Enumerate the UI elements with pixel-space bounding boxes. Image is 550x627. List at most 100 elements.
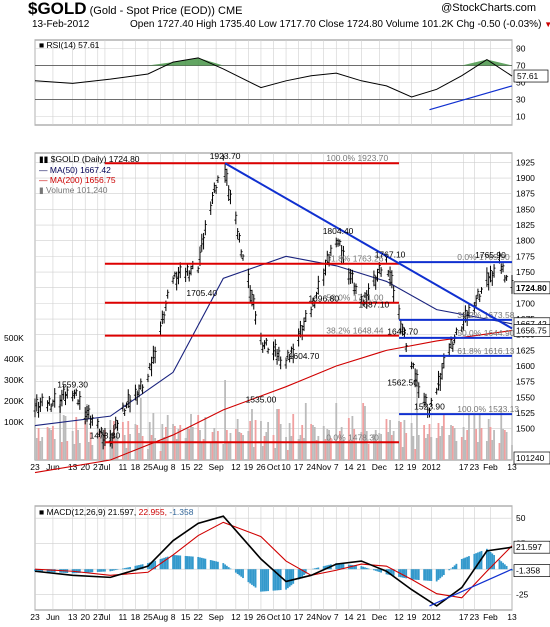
volume-bar [227,443,230,460]
volume-bar [197,415,200,460]
volume-bar [84,421,87,460]
volume-bar [428,424,431,460]
x-tick-label: 13 [507,462,517,472]
macd-histogram-bar [414,569,417,580]
macd-histogram-bar [234,569,237,573]
macd-histogram-bar [240,569,243,577]
macd-histogram-bar [279,569,282,591]
macd-histogram-bar [127,567,130,570]
volume-bar [410,423,413,460]
macd-histogram-bar [491,553,494,570]
macd-histogram-bar [505,565,508,570]
volume-bar [448,435,451,460]
volume-bar [64,416,67,460]
macd-histogram-bar [204,558,207,570]
volume-bar [252,447,255,460]
volume-bar [362,403,365,460]
rsi-tick: 30 [516,95,526,105]
macd-histogram-bar [437,569,440,580]
macd-histogram-bar [190,556,192,570]
x-tick-label: 23 [30,612,40,622]
x-tick-label: 15 [181,612,191,622]
macd-histogram-bar [102,569,105,572]
x-tick-label: 2012 [422,612,441,622]
volume-bar [478,415,481,460]
price-tick: 1850 [516,204,535,214]
x-tick-label: 14 [344,462,354,472]
x-tick-label: 23 [30,462,40,472]
macd-histogram-bar [184,555,187,570]
volume-bar [272,435,275,460]
fib-left-label: 50.0% 1701.00 [326,293,383,303]
macd-histogram-bar [77,569,79,574]
volume-bar [87,442,90,460]
volume-bar [329,438,332,460]
volume-bar [242,435,244,460]
volume-bar [485,441,488,460]
price-tick: 1575 [516,377,535,387]
macd-histogram-bar [172,554,174,570]
title: $GOLD (Gold - Spot Price (EOD)) CME [28,0,242,19]
macd-legend-hist: -1.358 [169,507,193,517]
x-tick-label: 10 [281,612,291,622]
price-annotation: 1923.70 [210,151,241,161]
x-tick-label: Jun [46,462,60,472]
volume-bar [123,435,126,460]
volume-bar [260,421,262,460]
volume-bar [35,438,38,460]
volume-bar [129,434,131,460]
volume-bar [292,414,295,460]
volume-bar [225,430,228,460]
macd-histogram-bar [217,561,219,570]
macd-histogram-bar [464,557,467,570]
volume-bar [265,432,268,460]
macd-histogram-bar [317,567,320,570]
macd-histogram-bar [390,569,393,576]
price-annotation: 1765.90 [475,250,506,260]
x-tick-label: 13 [507,612,517,622]
macd-histogram-bar [340,563,343,570]
macd-histogram-bar [502,562,504,570]
fib-right-label: 0.0% 1765.90 [457,252,510,262]
volume-bar [412,436,415,460]
macd-line [34,515,513,607]
x-tick-label: 18 [131,612,141,622]
volume-bar [238,432,241,460]
volume-bar [89,432,92,460]
price-tick: 1925 [516,157,535,167]
volume-right-label: 101240 [516,453,545,463]
price-right-label: 1724.80 [516,283,547,293]
price-tick: 1875 [516,189,535,199]
fib-right-label: 38.2% 1673.58 [457,310,514,320]
fib-left-label: 0.0% 1478.30 [326,432,379,442]
volume-bar [417,435,420,460]
macd-histogram-bar [442,569,445,576]
volume-bar [249,421,252,460]
macd-histogram-bar [274,569,277,591]
macd-histogram-bar [303,569,305,576]
macd-histogram-bar [335,563,338,570]
macd-histogram-bar [263,569,266,592]
volume-bar [390,435,393,460]
fib-left-label: 100.0% 1923.70 [326,153,388,163]
x-tick-label: 20 [80,612,90,622]
macd-last-box [513,540,550,554]
macd-histogram-bar [288,569,291,587]
macd-histogram-bar [254,569,257,588]
volume-bar [451,426,454,460]
x-tick-label: 25 [143,462,153,472]
volume-bar [236,419,239,460]
rsi-line [34,57,513,98]
macd-histogram-bar [277,569,280,591]
rsi-last-box [513,69,549,83]
volume-bar [46,427,49,460]
volume-bar [121,422,124,460]
ma200-line [34,329,513,474]
volume-bar [247,431,250,460]
macd-histogram-bar [342,563,345,570]
macd-histogram-bar [89,569,92,573]
volume-bar [380,434,382,460]
fib-right-label: 100.0% 1523.13 [457,404,519,414]
volume-bar [487,419,490,460]
macd-histogram-bar [435,569,438,582]
